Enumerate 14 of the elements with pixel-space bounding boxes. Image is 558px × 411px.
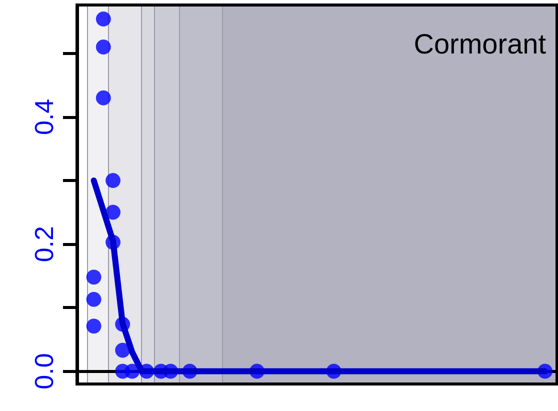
point (86, 292, 102, 307)
point (106, 173, 120, 188)
y-tick-label: 0.4 (29, 98, 59, 135)
point (106, 204, 120, 220)
y-tick-label: 0.2 (29, 226, 59, 262)
annotation: Cormorant (414, 28, 546, 60)
point (115, 342, 130, 358)
y-tick-label: 0.0 (29, 353, 59, 390)
point (96, 11, 111, 26)
point (115, 364, 130, 379)
point (96, 39, 111, 54)
point (86, 318, 102, 334)
point (86, 270, 102, 285)
point (96, 90, 111, 106)
